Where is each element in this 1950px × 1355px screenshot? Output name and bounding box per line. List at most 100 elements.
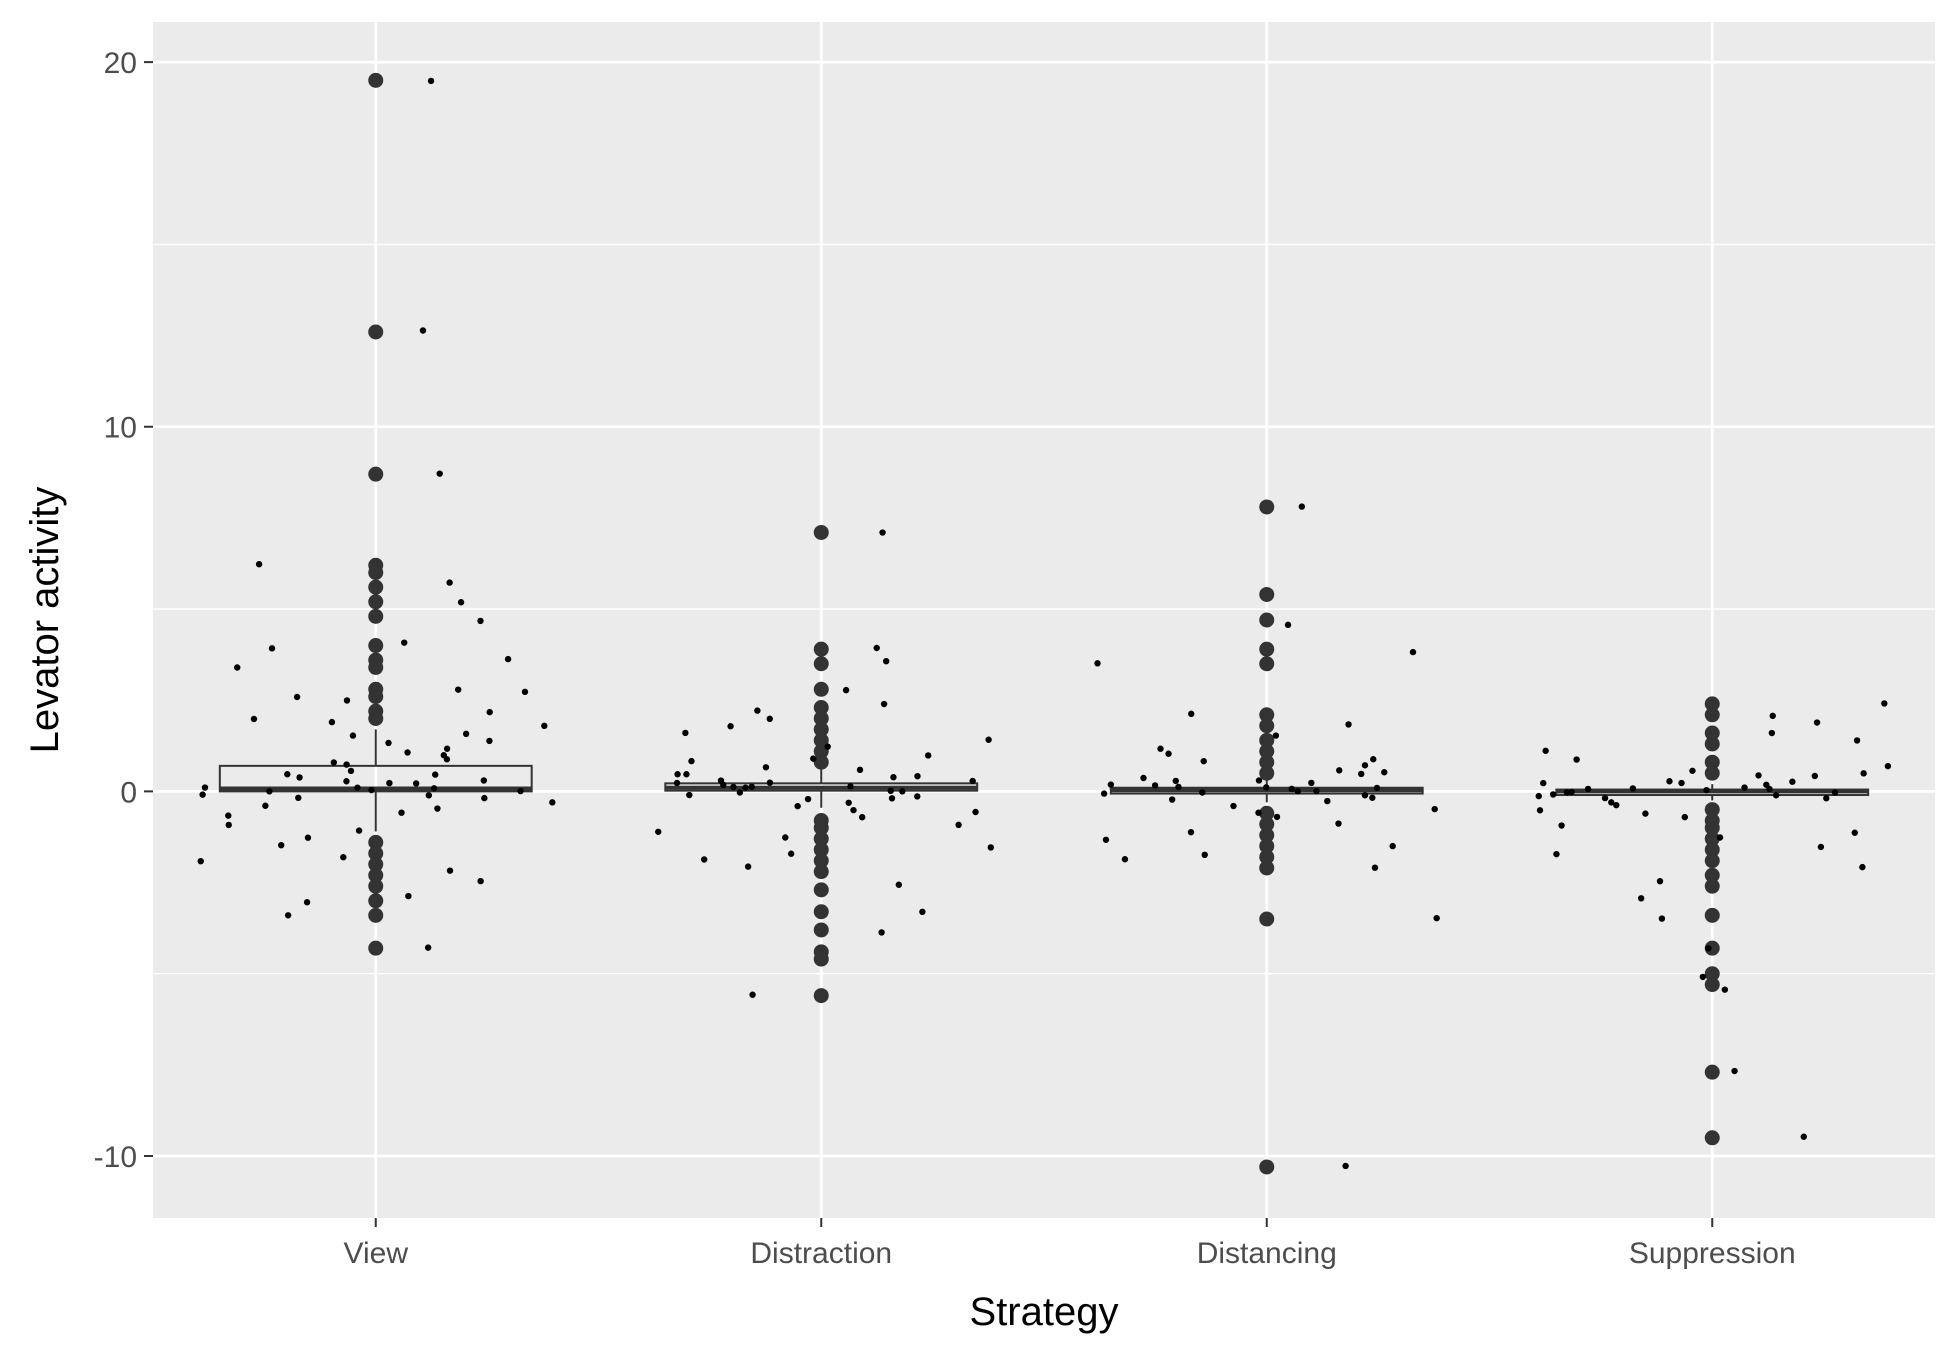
outlier-point [1259, 754, 1275, 770]
outlier-point [368, 710, 384, 726]
data-point [262, 802, 269, 809]
outlier-point [813, 820, 829, 836]
data-point [804, 795, 812, 803]
data-point [682, 729, 689, 737]
outlier-point [1704, 878, 1720, 894]
data-point [419, 327, 427, 334]
outlier-point [368, 638, 384, 654]
outlier-point [1704, 977, 1720, 993]
data-point [1255, 777, 1263, 784]
data-point [1823, 795, 1830, 802]
outlier-point [1259, 641, 1275, 657]
outlier-point [813, 700, 829, 716]
outlier-point [1259, 805, 1275, 821]
outlier-point [1704, 736, 1720, 752]
data-point [924, 752, 932, 759]
data-point [343, 761, 350, 768]
data-point [412, 780, 420, 787]
outlier-layer [368, 72, 1720, 1175]
data-point [486, 708, 493, 716]
data-point [655, 828, 662, 835]
outlier-point [1259, 911, 1275, 927]
outlier-point [368, 878, 384, 894]
data-point [888, 795, 896, 802]
data-point [730, 783, 737, 791]
data-point [700, 856, 708, 863]
data-point [436, 470, 443, 477]
data-point [824, 743, 831, 750]
outlier-point [1704, 831, 1720, 847]
outlier-point [1259, 816, 1275, 832]
data-point [234, 664, 241, 671]
outlier-point [813, 831, 829, 847]
data-point [1288, 785, 1295, 793]
data-point [201, 784, 209, 791]
data-point [424, 944, 432, 951]
x-axis-title: Strategy [970, 1290, 1119, 1334]
outlier-point [1704, 765, 1720, 781]
data-point [749, 991, 756, 998]
data-point [1881, 700, 1888, 707]
data-point [1681, 813, 1688, 821]
outlier-point [368, 579, 384, 595]
data-point [486, 737, 493, 745]
data-point [1731, 1067, 1738, 1075]
data-point [1542, 747, 1549, 754]
data-point [1371, 864, 1379, 871]
x-tick-label: Distancing [1197, 1237, 1337, 1270]
data-point [347, 767, 355, 775]
data-point [1678, 779, 1685, 787]
data-point [1361, 792, 1369, 799]
data-point [1188, 710, 1195, 718]
data-point [1573, 756, 1580, 763]
data-point [969, 777, 976, 785]
data-point [1121, 856, 1129, 863]
data-point [727, 723, 734, 730]
data-point [1666, 778, 1673, 785]
data-point [1563, 789, 1570, 796]
data-point [1755, 772, 1762, 779]
outlier-point [1704, 907, 1720, 923]
data-point [284, 771, 291, 778]
data-point [405, 892, 412, 900]
data-point [477, 877, 484, 885]
data-point [1358, 770, 1365, 778]
data-point [1431, 805, 1438, 813]
outlier-point [1704, 1064, 1720, 1080]
box-body [218, 764, 533, 793]
data-point [1772, 792, 1780, 799]
data-point [304, 834, 312, 841]
data-point [328, 718, 336, 726]
data-point [225, 812, 232, 819]
data-point [1813, 719, 1821, 726]
data-point [1613, 801, 1620, 809]
outlier-point [813, 864, 829, 880]
outlier-point [1259, 827, 1275, 843]
outlier-point [1704, 853, 1720, 869]
data-point [1409, 648, 1417, 656]
outlier-point [1704, 820, 1720, 836]
data-point [858, 813, 866, 821]
data-point [1851, 829, 1858, 836]
plot-panel [153, 22, 1935, 1218]
outlier-point [368, 608, 384, 624]
outlier-point [813, 853, 829, 869]
data-point [1601, 794, 1609, 802]
outlier-point [368, 834, 384, 850]
data-point [1381, 769, 1388, 776]
data-point [744, 863, 752, 870]
data-point [1230, 802, 1237, 810]
data-point [748, 783, 755, 791]
data-point [1324, 797, 1331, 805]
data-point [1172, 777, 1179, 785]
data-point [845, 799, 852, 806]
outlier-point [368, 689, 384, 705]
data-point [1553, 850, 1560, 858]
data-point [1107, 781, 1115, 788]
data-point [879, 529, 886, 536]
data-point [430, 785, 438, 792]
outlier-point [368, 659, 384, 675]
data-point [355, 827, 363, 834]
grid-lines [153, 22, 1935, 1218]
outlier-point [1704, 867, 1720, 883]
